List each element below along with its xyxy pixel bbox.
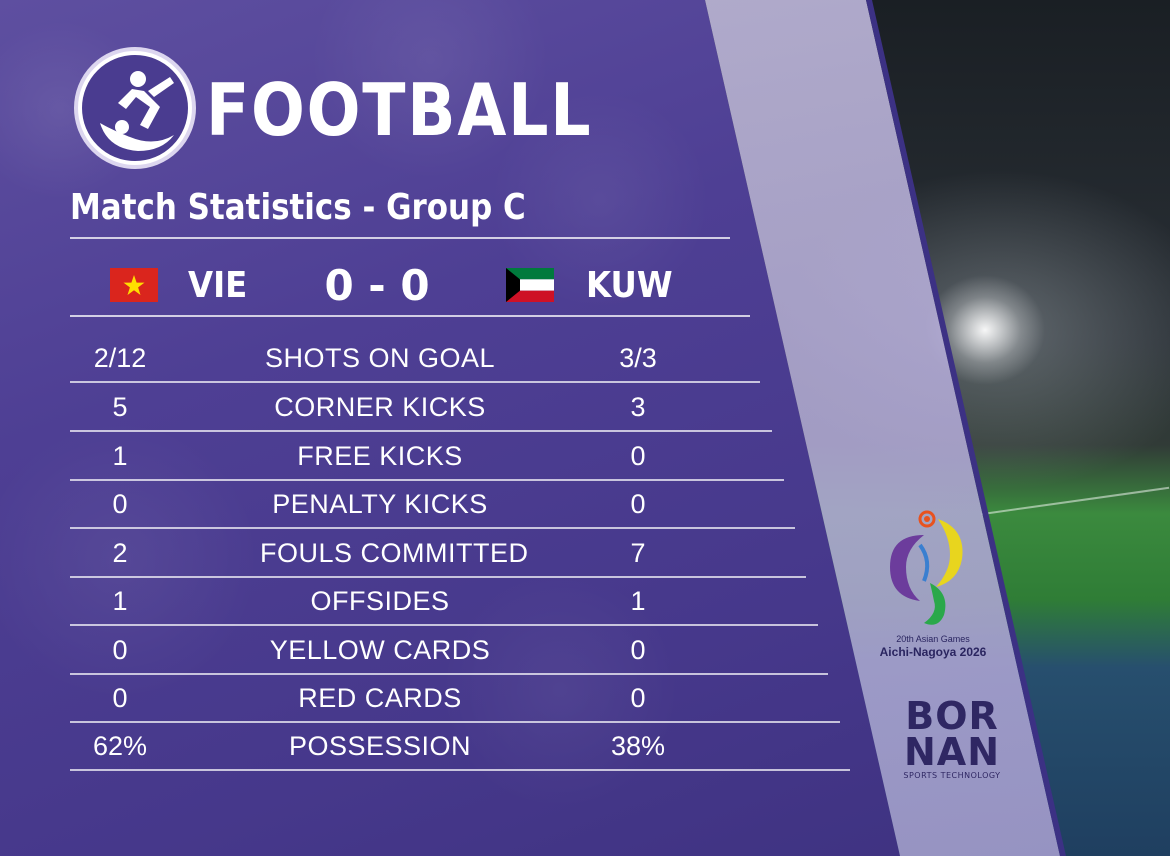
away-value: 3/3 <box>619 343 657 373</box>
home-value: 0 <box>112 683 128 713</box>
away-value: 3 <box>630 392 646 422</box>
row-divider <box>70 430 772 432</box>
kuwait-flag-icon <box>506 268 554 302</box>
row-divider <box>70 527 795 529</box>
away-value: 0 <box>630 683 646 713</box>
home-value: 0 <box>112 489 128 519</box>
bornan-line1: BOR <box>905 694 999 738</box>
row-divider <box>70 721 840 723</box>
stat-label: SHOTS ON GOAL <box>264 343 496 373</box>
stat-label: YELLOW CARDS <box>269 635 491 665</box>
sport-title: FOOTBALL <box>206 68 593 152</box>
games-edition: 20th Asian Games <box>896 634 970 644</box>
row-divider <box>70 479 784 481</box>
header-divider <box>70 237 730 239</box>
asian-games-caption: 20th Asian Games Aichi-Nagoya 2026 <box>858 634 1008 659</box>
vietnam-flag-icon <box>110 268 158 302</box>
bornan-tagline: SPORTS TECHNOLOGY <box>903 771 1001 780</box>
score-divider <box>70 315 750 317</box>
home-team-code: VIE <box>188 265 248 306</box>
stat-label: OFFSIDES <box>310 586 450 616</box>
stat-label: FREE KICKS <box>297 441 463 471</box>
away-value: 7 <box>630 538 646 568</box>
football-pictogram-icon <box>74 47 196 169</box>
row-divider <box>70 381 760 383</box>
match-score: 0 - 0 <box>324 261 430 310</box>
home-value: 1 <box>112 441 128 471</box>
away-value: 0 <box>630 489 646 519</box>
away-value: 38% <box>610 731 666 761</box>
home-value: 2 <box>112 538 128 568</box>
games-host: Aichi-Nagoya 2026 <box>879 645 987 659</box>
bornan-line2: NAN <box>903 730 1000 774</box>
away-value: 1 <box>630 586 646 616</box>
stat-label: CORNER KICKS <box>274 392 486 422</box>
home-value: 0 <box>112 635 128 665</box>
away-team-code: KUW <box>586 265 673 306</box>
row-divider <box>70 576 806 578</box>
away-value: 0 <box>630 441 646 471</box>
row-divider <box>70 624 818 626</box>
away-value: 0 <box>630 635 646 665</box>
stat-label: RED CARDS <box>298 683 462 713</box>
row-divider <box>70 769 850 771</box>
home-value: 5 <box>112 392 128 422</box>
home-value: 2/12 <box>93 343 147 373</box>
stat-label: POSSESSION <box>288 731 472 761</box>
stat-label: PENALTY KICKS <box>272 489 488 519</box>
bornan-logo: BOR NAN SPORTS TECHNOLOGY <box>892 694 1012 782</box>
home-value: 1 <box>112 586 128 616</box>
home-value: 62% <box>92 731 148 761</box>
asian-games-logo <box>880 505 990 630</box>
page-subtitle: Match Statistics - Group C <box>70 187 526 228</box>
row-divider <box>70 673 828 675</box>
stat-label: FOULS COMMITTED <box>260 538 529 568</box>
